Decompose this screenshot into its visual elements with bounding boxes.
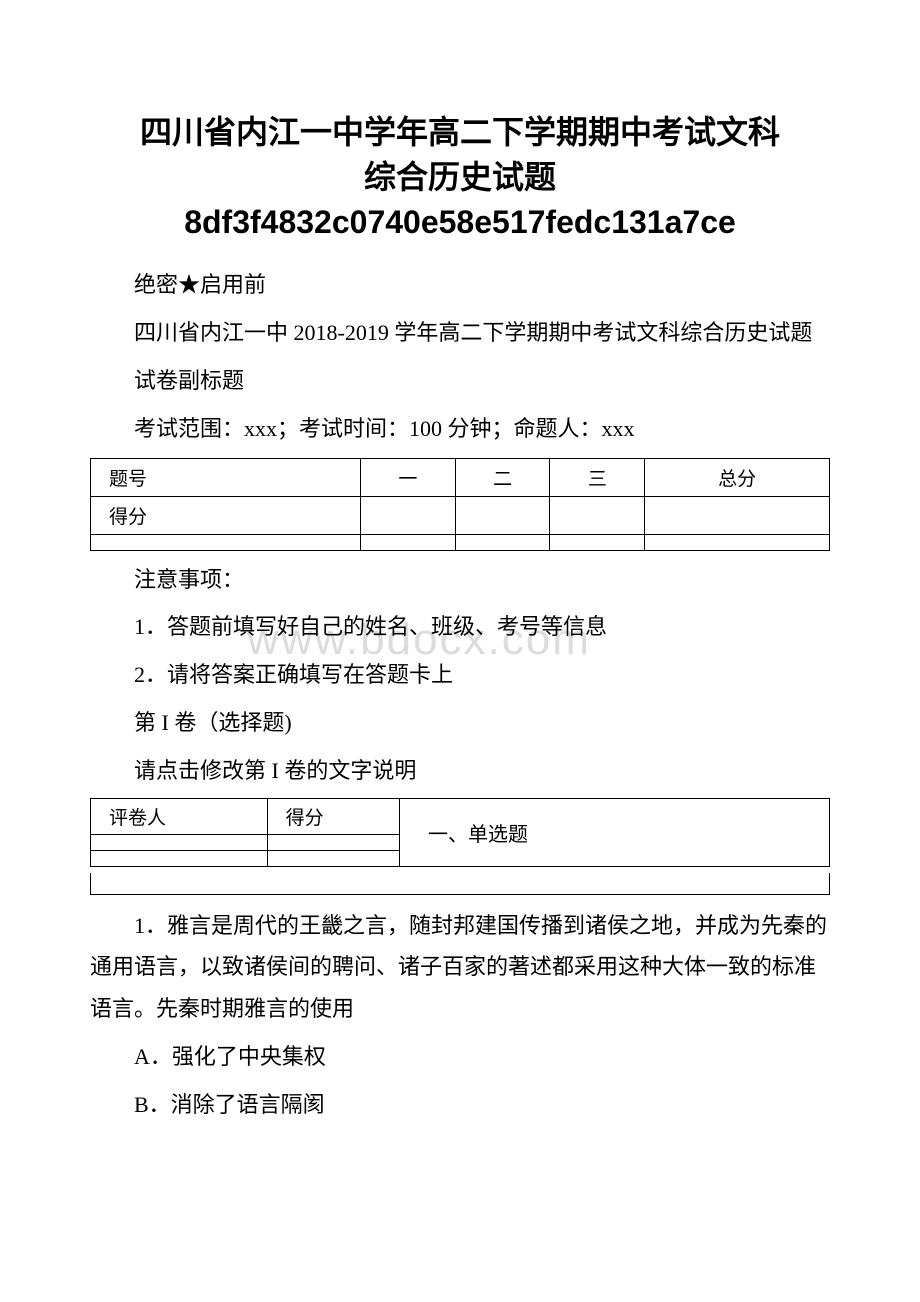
table-row bbox=[91, 534, 830, 550]
question-1-option-a: A．强化了中央集权 bbox=[90, 1036, 830, 1078]
notice-heading: 注意事项： bbox=[90, 559, 830, 601]
grader-cell bbox=[267, 834, 399, 850]
score-cell bbox=[360, 534, 455, 550]
title-line-2: 综合历史试题 bbox=[90, 155, 830, 200]
confidential-label: 绝密★启用前 bbox=[90, 264, 830, 306]
grader-col-2: 得分 bbox=[267, 798, 399, 834]
section-1-title: 第 I 卷（选择题) bbox=[90, 702, 830, 744]
score-table: 题号 一 二 三 总分 得分 bbox=[90, 458, 830, 551]
question-1-option-b: B．消除了语言隔阂 bbox=[90, 1084, 830, 1126]
table-row bbox=[91, 850, 400, 866]
score-cell bbox=[645, 534, 830, 550]
score-cell bbox=[645, 496, 830, 534]
table-row: 得分 bbox=[91, 496, 830, 534]
title-line-3: 8df3f4832c0740e58e517fedc131a7ce bbox=[90, 200, 830, 245]
score-cell bbox=[91, 534, 361, 550]
grader-col-1: 评卷人 bbox=[91, 798, 268, 834]
score-cell bbox=[455, 496, 550, 534]
exam-meta: 考试范围：xxx；考试时间：100 分钟；命题人：xxx bbox=[90, 408, 830, 450]
score-header-num: 题号 bbox=[91, 458, 361, 496]
section-type-label: 一、单选题 bbox=[400, 798, 830, 867]
section-1-note: 请点击修改第 I 卷的文字说明 bbox=[90, 750, 830, 792]
section-header-block: 评卷人 得分 一、单选题 bbox=[90, 798, 830, 895]
score-header-2: 二 bbox=[455, 458, 550, 496]
score-header-1: 一 bbox=[360, 458, 455, 496]
section-divider-row bbox=[90, 873, 830, 895]
score-cell bbox=[360, 496, 455, 534]
grader-cell bbox=[91, 834, 268, 850]
score-cell bbox=[550, 496, 645, 534]
title-line-1: 四川省内江一中学年高二下学期期中考试文科 bbox=[90, 110, 830, 155]
question-1-text: 1．雅言是周代的王畿之言，随封邦建国传播到诸侯之地，并成为先秦的通用语言，以致诸… bbox=[90, 905, 830, 1030]
table-row: 题号 一 二 三 总分 bbox=[91, 458, 830, 496]
table-row: 评卷人 得分 bbox=[91, 798, 400, 834]
grader-cell bbox=[267, 850, 399, 866]
exam-subtitle: 试卷副标题 bbox=[90, 360, 830, 402]
notice-item-2: 2．请将答案正确填写在答题卡上 bbox=[90, 654, 830, 696]
grader-cell bbox=[91, 850, 268, 866]
notice-item-1: 1．答题前填写好自己的姓名、班级、考号等信息 bbox=[90, 606, 830, 648]
exam-full-title: 四川省内江一中 2018-2019 学年高二下学期期中考试文科综合历史试题 bbox=[90, 312, 830, 354]
score-cell bbox=[550, 534, 645, 550]
score-header-3: 三 bbox=[550, 458, 645, 496]
table-row bbox=[91, 834, 400, 850]
score-cell bbox=[455, 534, 550, 550]
main-title: 四川省内江一中学年高二下学期期中考试文科 综合历史试题 8df3f4832c07… bbox=[90, 110, 830, 244]
score-header-total: 总分 bbox=[645, 458, 830, 496]
grader-table: 评卷人 得分 bbox=[90, 798, 400, 867]
score-row-label: 得分 bbox=[91, 496, 361, 534]
document-page: 四川省内江一中学年高二下学期期中考试文科 综合历史试题 8df3f4832c07… bbox=[0, 0, 920, 1172]
